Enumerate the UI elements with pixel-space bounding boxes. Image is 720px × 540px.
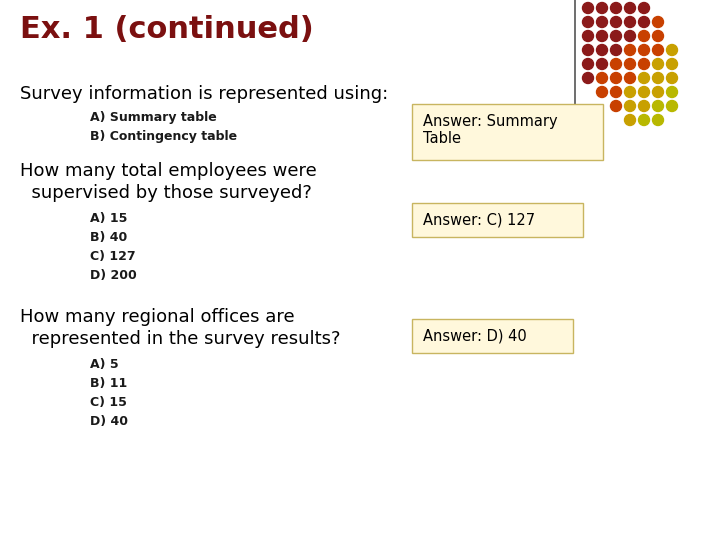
- FancyBboxPatch shape: [412, 104, 603, 160]
- Circle shape: [639, 30, 649, 42]
- Circle shape: [639, 100, 649, 111]
- Circle shape: [652, 44, 664, 56]
- Circle shape: [652, 17, 664, 28]
- Circle shape: [611, 44, 621, 56]
- Circle shape: [596, 44, 608, 56]
- Circle shape: [624, 100, 636, 111]
- Text: Answer: Summary
Table: Answer: Summary Table: [423, 114, 557, 146]
- Text: D) 200: D) 200: [90, 269, 137, 282]
- FancyBboxPatch shape: [412, 319, 573, 353]
- Circle shape: [611, 100, 621, 111]
- Text: C) 127: C) 127: [90, 250, 135, 263]
- Circle shape: [639, 86, 649, 98]
- Circle shape: [652, 86, 664, 98]
- Circle shape: [582, 44, 593, 56]
- Circle shape: [582, 58, 593, 70]
- Circle shape: [624, 114, 636, 125]
- Circle shape: [596, 58, 608, 70]
- Circle shape: [596, 86, 608, 98]
- Circle shape: [624, 72, 636, 84]
- Circle shape: [582, 17, 593, 28]
- Circle shape: [624, 86, 636, 98]
- Text: A) Summary table: A) Summary table: [90, 111, 217, 124]
- Circle shape: [611, 3, 621, 14]
- FancyBboxPatch shape: [412, 203, 583, 237]
- Circle shape: [639, 72, 649, 84]
- Circle shape: [596, 17, 608, 28]
- Circle shape: [667, 100, 678, 111]
- Circle shape: [582, 30, 593, 42]
- Circle shape: [639, 44, 649, 56]
- Circle shape: [652, 72, 664, 84]
- Text: Answer: C) 127: Answer: C) 127: [423, 213, 535, 227]
- Circle shape: [611, 30, 621, 42]
- Circle shape: [652, 114, 664, 125]
- Circle shape: [667, 44, 678, 56]
- Circle shape: [652, 30, 664, 42]
- Circle shape: [582, 3, 593, 14]
- Circle shape: [624, 17, 636, 28]
- Text: Survey information is represented using:: Survey information is represented using:: [20, 85, 388, 103]
- Text: Ex. 1 (continued): Ex. 1 (continued): [20, 15, 314, 44]
- Circle shape: [596, 3, 608, 14]
- Circle shape: [582, 72, 593, 84]
- Circle shape: [624, 30, 636, 42]
- Circle shape: [639, 114, 649, 125]
- Text: How many regional offices are: How many regional offices are: [20, 308, 294, 326]
- Text: Answer: D) 40: Answer: D) 40: [423, 328, 527, 343]
- Circle shape: [652, 58, 664, 70]
- Text: B) Contingency table: B) Contingency table: [90, 130, 237, 143]
- Circle shape: [639, 58, 649, 70]
- Text: C) 15: C) 15: [90, 396, 127, 409]
- Text: B) 40: B) 40: [90, 231, 127, 244]
- Text: supervised by those surveyed?: supervised by those surveyed?: [20, 184, 312, 202]
- Circle shape: [624, 58, 636, 70]
- Circle shape: [611, 17, 621, 28]
- Text: A) 15: A) 15: [90, 212, 127, 225]
- Circle shape: [639, 3, 649, 14]
- Circle shape: [596, 30, 608, 42]
- Circle shape: [652, 100, 664, 111]
- Text: D) 40: D) 40: [90, 415, 128, 428]
- Circle shape: [667, 72, 678, 84]
- Text: B) 11: B) 11: [90, 377, 127, 390]
- Circle shape: [624, 44, 636, 56]
- Circle shape: [667, 86, 678, 98]
- Circle shape: [624, 3, 636, 14]
- Text: represented in the survey results?: represented in the survey results?: [20, 330, 341, 348]
- Circle shape: [611, 58, 621, 70]
- Circle shape: [611, 86, 621, 98]
- Text: A) 5: A) 5: [90, 358, 119, 371]
- Circle shape: [611, 72, 621, 84]
- Circle shape: [639, 17, 649, 28]
- Circle shape: [596, 72, 608, 84]
- Text: How many total employees were: How many total employees were: [20, 162, 317, 180]
- Circle shape: [667, 58, 678, 70]
